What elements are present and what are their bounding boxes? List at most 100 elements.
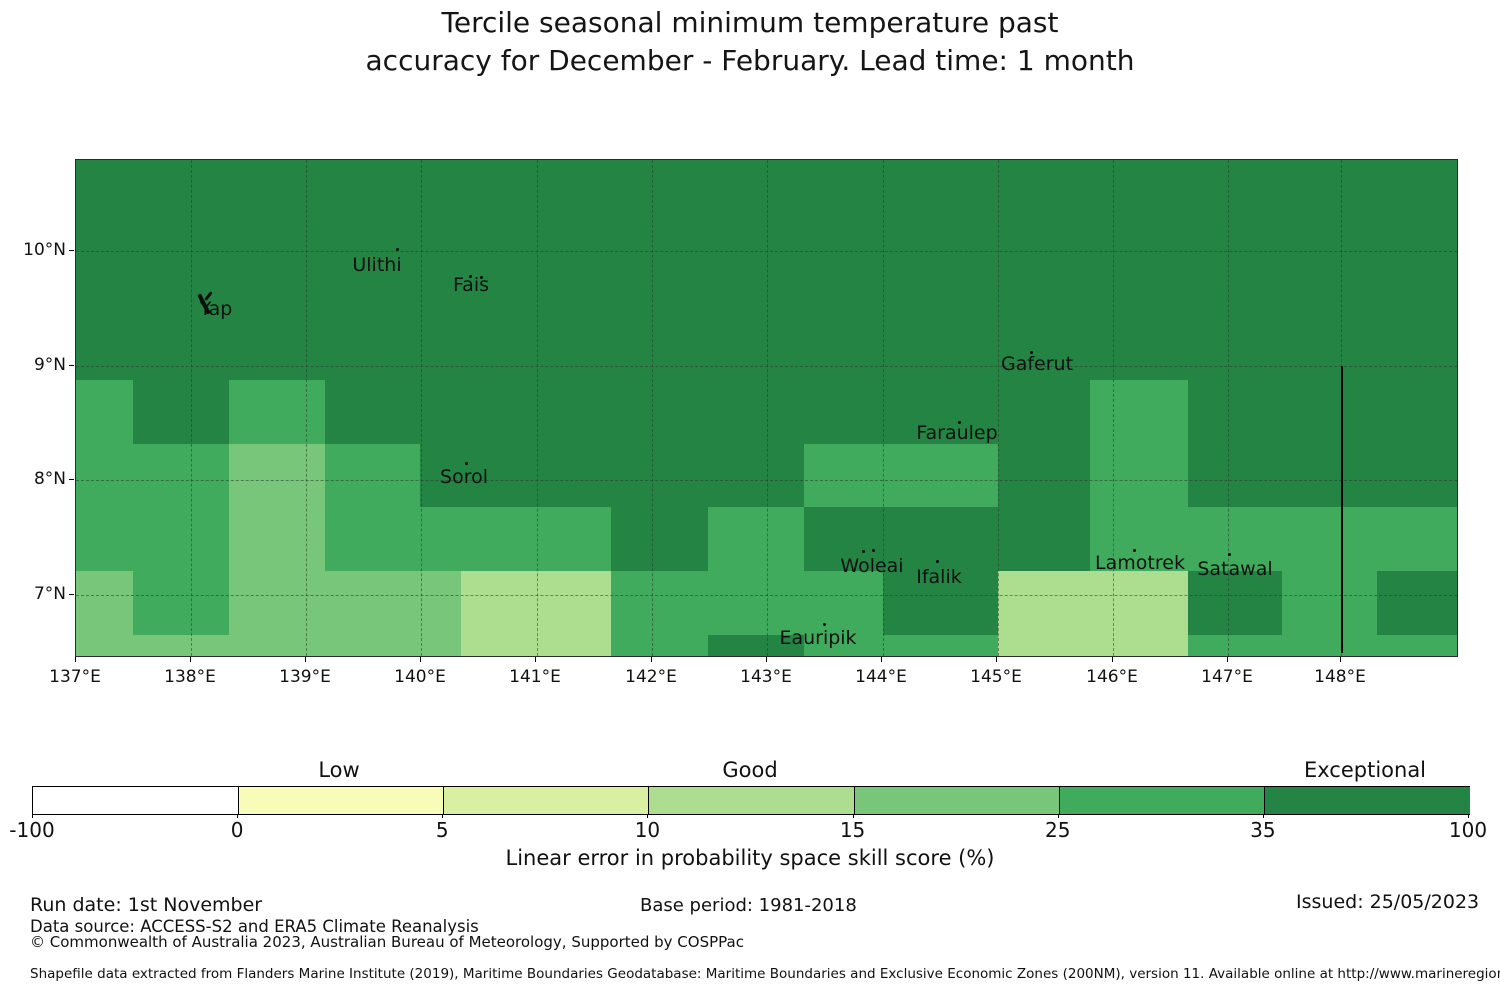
y-tick-mark xyxy=(69,365,74,366)
island-label-eauripik: Eauripik xyxy=(779,627,857,649)
island-label-gaferut: Gaferut xyxy=(1000,353,1074,375)
map-cell xyxy=(229,507,325,571)
x-tick-mark xyxy=(1227,657,1228,662)
colorbar-tick-label: 10 xyxy=(634,818,661,842)
island-marker-ulithi xyxy=(396,248,399,251)
map-gridline xyxy=(76,595,1457,596)
x-tick-label: 139°E xyxy=(279,667,331,687)
colorbar-axis-label: Linear error in probability space skill … xyxy=(505,846,995,870)
y-tick-mark xyxy=(69,479,74,480)
x-tick-label: 145°E xyxy=(970,667,1022,687)
colorbar-segment xyxy=(1263,787,1470,814)
colorbar-segment xyxy=(853,787,1060,814)
colorbar-tick-mark xyxy=(442,814,444,818)
eez-boundary-line xyxy=(1341,366,1343,653)
map-cell xyxy=(76,635,461,656)
x-tick-label: 142°E xyxy=(625,667,677,687)
map-cell xyxy=(804,444,998,507)
colorbar-segment-divider xyxy=(853,787,855,814)
map-cell xyxy=(461,635,611,656)
colorbar-segment-divider xyxy=(443,787,445,814)
map-cell xyxy=(998,571,1188,635)
island-label-faraulep: Faraulep xyxy=(916,422,998,444)
x-tick-mark xyxy=(651,657,652,662)
x-tick-mark xyxy=(1112,657,1113,662)
x-tick-label: 146°E xyxy=(1086,667,1138,687)
island-marker-lamotrek xyxy=(1133,549,1136,552)
map-cell xyxy=(229,444,325,507)
island-marker-sorol xyxy=(465,462,468,465)
island-marker-woleai xyxy=(862,550,865,553)
island-marker-fais xyxy=(469,275,472,278)
map-gridline xyxy=(883,160,884,656)
map-cell xyxy=(611,635,708,656)
colorbar-tick-mark xyxy=(237,814,239,818)
map-cell xyxy=(325,444,420,507)
island-label-ulithi: Ulithi xyxy=(352,254,402,276)
colorbar xyxy=(32,786,1470,815)
island-label-woleai: Woleai xyxy=(840,555,904,577)
colorbar-segment-divider xyxy=(648,787,650,814)
map-gridline xyxy=(421,160,422,656)
x-tick-label: 143°E xyxy=(740,667,792,687)
map-gridline xyxy=(1228,160,1229,656)
colorbar-category-label: Good xyxy=(722,758,778,782)
map-cell xyxy=(76,507,229,571)
y-tick-label: 7°N xyxy=(33,584,66,604)
island-marker-fais xyxy=(480,276,483,279)
skill-map: Yap Ulithi Fais Gaferut Faraulep Sorol Woleai I… xyxy=(75,159,1458,657)
colorbar-tick-label: -100 xyxy=(9,818,55,842)
y-tick-label: 8°N xyxy=(33,469,66,489)
page-title: Tercile seasonal minimum temperature pas… xyxy=(0,4,1500,80)
run-date-text: Run date: 1st November xyxy=(30,894,263,916)
island-label-fais: Fais xyxy=(452,274,490,296)
colorbar-tick-label: 5 xyxy=(435,818,449,842)
colorbar-tick-label: 0 xyxy=(230,818,244,842)
island-marker-satawal xyxy=(1228,553,1231,556)
issued-date-text: Issued: 25/05/2023 xyxy=(1296,891,1480,913)
island-marker-eauripik xyxy=(823,623,826,626)
map-cell xyxy=(708,507,804,571)
colorbar-tick-mark xyxy=(1468,814,1469,818)
island-marker-ifalik xyxy=(936,560,939,563)
map-gridline xyxy=(537,160,538,656)
map-cell xyxy=(461,571,611,635)
title-line-2: accuracy for December - February. Lead t… xyxy=(365,44,1135,77)
x-tick-label: 144°E xyxy=(855,667,907,687)
map-gridline xyxy=(76,251,1457,252)
colorbar-tick-mark xyxy=(647,814,649,818)
map-cell xyxy=(76,444,229,507)
data-source-text: Data source: ACCESS-S2 and ERA5 Climate … xyxy=(30,917,479,936)
y-tick-label: 9°N xyxy=(33,355,66,375)
colorbar-segment xyxy=(238,787,445,814)
x-tick-label: 140°E xyxy=(394,667,446,687)
copyright-text: © Commonwealth of Australia 2023, Austra… xyxy=(30,933,744,951)
colorbar-segment-divider xyxy=(1058,787,1060,814)
colorbar-segment-divider xyxy=(238,787,240,814)
map-gridline xyxy=(76,366,1457,367)
shapefile-disclaimer-text: Shapefile data extracted from Flanders M… xyxy=(30,966,1500,982)
map-cell xyxy=(1282,571,1377,635)
colorbar-tick-label: 25 xyxy=(1044,818,1071,842)
map-cell xyxy=(804,635,998,656)
colorbar-segment xyxy=(443,787,650,814)
colorbar-tick-mark xyxy=(852,814,854,818)
colorbar-category-label: Low xyxy=(318,758,360,782)
colorbar-tick-label: 15 xyxy=(839,818,866,842)
colorbar-segment xyxy=(33,787,240,814)
colorbar-tick-mark xyxy=(32,814,33,818)
island-label-sorol: Sorol xyxy=(440,466,488,488)
y-tick-mark xyxy=(69,250,74,251)
y-tick-mark xyxy=(69,594,74,595)
map-cell xyxy=(76,571,133,635)
island-label-lamotrek: Lamotrek xyxy=(1095,552,1185,574)
x-tick-label: 147°E xyxy=(1201,667,1253,687)
x-tick-label: 138°E xyxy=(164,667,216,687)
x-tick-mark xyxy=(305,657,306,662)
x-tick-mark xyxy=(535,657,536,662)
island-label-satawal: Satawal xyxy=(1197,558,1273,580)
x-tick-label: 137°E xyxy=(49,667,101,687)
x-tick-label: 141°E xyxy=(509,667,561,687)
map-gridline xyxy=(1113,160,1114,656)
